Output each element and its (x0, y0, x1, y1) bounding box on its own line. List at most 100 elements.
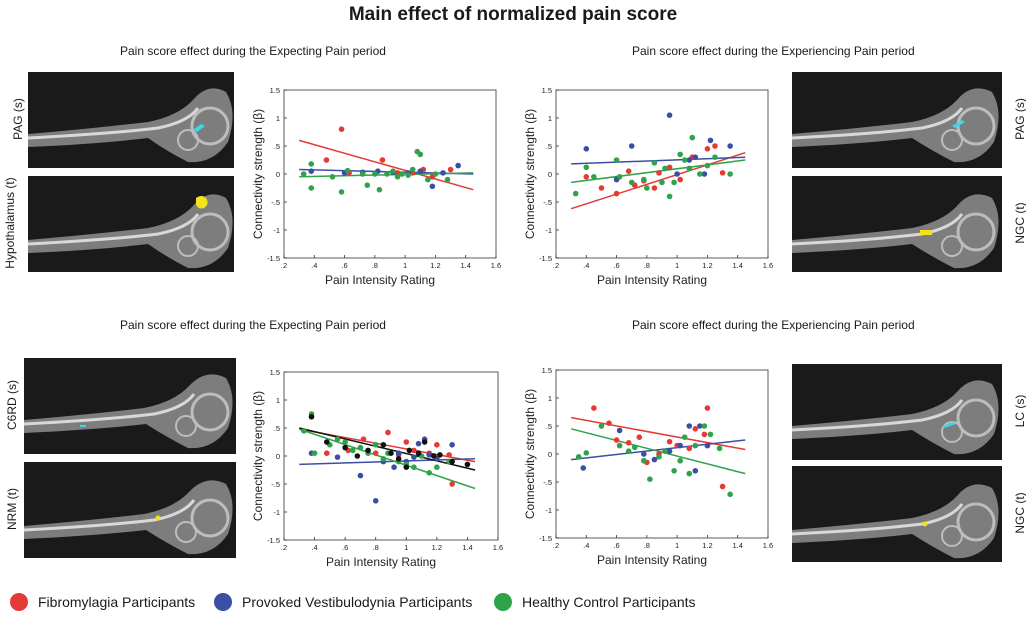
data-point (372, 450, 379, 456)
data-point (662, 448, 668, 454)
x-tick-label: .2 (281, 543, 287, 552)
data-point (357, 444, 364, 451)
x-tick-label: .8 (373, 543, 379, 552)
y-axis-label: Connectivity strength (β) (251, 391, 265, 521)
data-point (671, 179, 677, 186)
data-point (344, 167, 351, 174)
y-tick-label: 0 (548, 450, 552, 459)
x-tick-label: 1.2 (702, 261, 712, 270)
x-tick-label: .4 (311, 261, 317, 270)
data-point (349, 447, 356, 454)
y-tick-label: 1.5 (270, 368, 280, 377)
data-point (686, 423, 693, 429)
fit-line (571, 416, 746, 451)
subtitle-top-left: Pain score effect during the Expecting P… (120, 44, 386, 58)
data-point (342, 444, 348, 451)
legend-label-provoked: Provoked Vestibulodynia Participants (242, 594, 473, 610)
data-point (446, 452, 452, 458)
data-point (372, 171, 378, 177)
data-point (301, 428, 307, 434)
data-point (636, 434, 643, 440)
x-tick-label: .4 (311, 543, 317, 552)
brain-image-lc-seed (792, 364, 1002, 460)
x-tick-label: 1.4 (732, 541, 742, 550)
data-point (616, 174, 623, 180)
data-point (308, 185, 315, 191)
data-point (686, 165, 693, 172)
x-tick-label: 1.6 (491, 261, 501, 270)
data-point (616, 442, 623, 449)
data-point (409, 166, 416, 173)
brain-image-hypothalamus-target (28, 176, 234, 272)
data-point (727, 143, 733, 149)
data-point (666, 164, 673, 171)
data-point (692, 442, 699, 449)
y-tick-label: 1.5 (542, 86, 552, 95)
y-axis-label: Connectivity strength (β) (251, 109, 265, 239)
legend-dot-provoked (214, 593, 232, 611)
data-point (395, 450, 402, 456)
data-point (323, 157, 330, 163)
data-point (656, 454, 662, 460)
data-point (394, 170, 401, 176)
data-point (727, 491, 733, 498)
data-point (417, 168, 424, 174)
data-point (583, 164, 590, 171)
data-point (704, 162, 711, 169)
data-point (388, 450, 394, 456)
data-point (704, 146, 711, 152)
subtitle-bottom-right: Pain score effect during the Experiencin… (632, 318, 915, 332)
y-tick-label: -.5 (271, 480, 280, 489)
brain-image-pag-seed-1 (28, 72, 234, 168)
data-point (712, 154, 718, 160)
legend-label-healthy: Healthy Control Participants (522, 594, 696, 610)
x-tick-label: .6 (341, 261, 347, 270)
data-point (376, 186, 383, 193)
y-tick-label: .5 (546, 422, 552, 431)
data-point (580, 465, 587, 471)
data-point (395, 456, 402, 462)
brain-image-pag-seed-2 (792, 72, 1002, 168)
x-tick-label: 1.4 (462, 543, 472, 552)
data-point (651, 160, 658, 166)
legend-dot-healthy (494, 593, 512, 611)
data-point (666, 112, 673, 118)
data-point (405, 172, 411, 178)
data-point (300, 171, 307, 177)
y-tick-label: 1 (276, 396, 280, 405)
data-point (644, 185, 650, 191)
data-point (384, 171, 390, 177)
fit-line (570, 428, 746, 475)
data-point (659, 179, 665, 186)
data-point (631, 444, 638, 451)
data-point (641, 176, 647, 183)
brain-image-c6rd-seed (24, 358, 236, 454)
data-point (421, 439, 428, 445)
brain-image-nrm-target (24, 462, 236, 558)
data-point (701, 431, 708, 438)
data-point (447, 166, 454, 173)
x-tick-label: 1.2 (430, 261, 440, 270)
data-point (324, 450, 330, 456)
y-tick-label: .5 (274, 142, 280, 151)
data-point (364, 182, 371, 188)
x-tick-label: .6 (342, 543, 348, 552)
subtitle-top-right: Pain score effect during the Experiencin… (632, 44, 915, 58)
data-point (697, 171, 703, 177)
x-tick-label: 1.2 (432, 543, 442, 552)
y-tick-label: 1.5 (542, 366, 552, 375)
data-point (449, 481, 455, 487)
data-point (359, 171, 366, 177)
data-point (625, 440, 632, 446)
data-point (329, 174, 336, 180)
data-point (625, 168, 632, 174)
data-point (334, 436, 341, 442)
legend-label-fibromyalgia: Fibromylagia Participants (38, 594, 196, 610)
data-point (692, 468, 699, 474)
data-point (403, 439, 410, 445)
data-point (689, 134, 696, 141)
